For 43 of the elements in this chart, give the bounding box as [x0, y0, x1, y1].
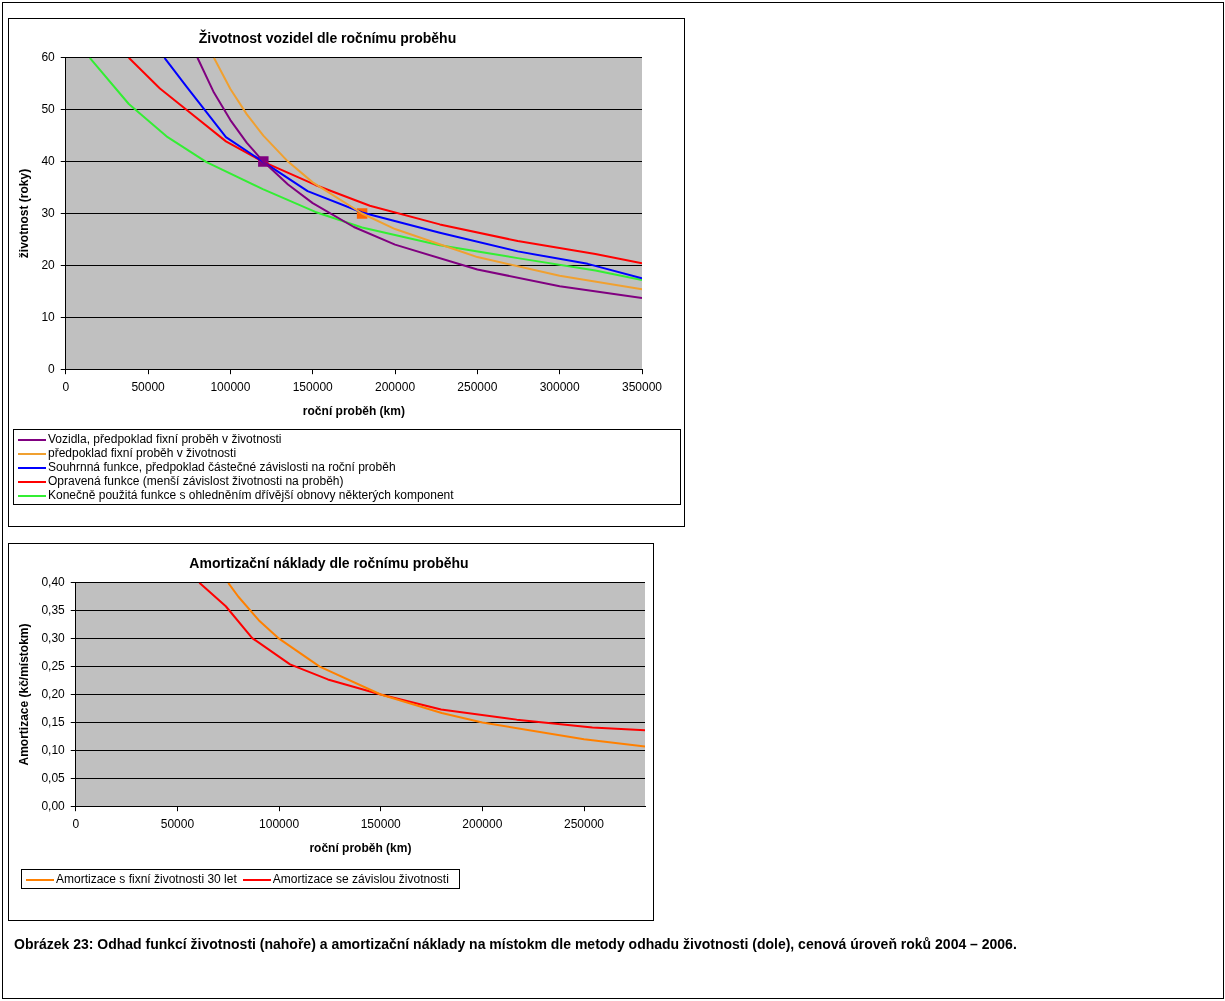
y-axis-title: životnost (roky) [16, 168, 31, 259]
y-tick-label: 0,00 [41, 798, 66, 813]
x-axis-title: roční proběh (km) [309, 841, 412, 856]
x-tick-label: 300000 [539, 379, 581, 394]
legend-label: předpoklad fixní proběh v životnosti [48, 446, 237, 460]
legend-label: Souhrnná funkce, předpoklad částečné závislosti na roční proběh [48, 460, 396, 474]
x-tick-label: 50000 [131, 379, 166, 394]
y-tick-label: 0,05 [41, 770, 66, 785]
y-tick-label: 0,25 [41, 658, 66, 673]
legend-label: Amortizace s fixní životnosti 30 let [56, 872, 237, 886]
y-tick-label: 0,40 [41, 575, 66, 590]
x-tick-label: 250000 [457, 379, 498, 394]
legend-label: Vozidla, předpoklad fixní proběh v životnosti [48, 432, 282, 446]
x-tick-label: 150000 [360, 816, 402, 831]
y-tick-label: 60 [41, 50, 56, 65]
y-tick-label: 0,35 [41, 603, 66, 618]
y-tick-label: 0,10 [41, 742, 66, 757]
x-tick-label: 100000 [210, 379, 251, 394]
y-axis-title: Amortizace (kč/místokm) [16, 623, 31, 766]
x-tick-label: 200000 [462, 816, 503, 831]
y-tick-label: 50 [41, 102, 56, 117]
legend-label: Amortizace se závislou životnosti [272, 872, 449, 886]
chart-title: Životnost vozidel dle ročnímu proběhu [198, 29, 457, 47]
y-tick-label: 0,15 [41, 714, 66, 729]
y-tick-label: 40 [41, 153, 56, 168]
x-tick-label: 200000 [375, 379, 416, 394]
y-tick-label: 0,30 [41, 630, 66, 645]
x-axis-title: roční proběh (km) [302, 404, 405, 419]
y-tick-label: 20 [41, 257, 56, 272]
chart-title: Amortizační náklady dle ročnímu proběhu [189, 555, 469, 572]
x-tick-label: 50000 [160, 816, 195, 831]
x-tick-label: 0 [72, 816, 80, 831]
y-tick-label: 10 [41, 309, 56, 324]
legend-label: Opravená funkce (menší závislost životnosti na proběh) [48, 474, 344, 488]
x-tick-label: 250000 [563, 816, 605, 831]
y-tick-label: 0,20 [41, 686, 66, 701]
x-tick-label: 350000 [621, 379, 663, 394]
x-tick-label: 100000 [259, 816, 300, 831]
x-tick-label: 150000 [292, 379, 334, 394]
y-tick-label: 0 [48, 361, 56, 376]
text: Obrázek 23: Odhad funkcí životnosti (nahoře) a amortizační náklady na místokm dle metody odhadu životnosti (dole), cenová úroveň roků 2004 – 2006. [14, 936, 1018, 953]
y-tick-label: 30 [41, 205, 56, 220]
legend-label: Konečně použitá funkce s ohledněním dřívější obnovy některých komponent [48, 488, 454, 502]
